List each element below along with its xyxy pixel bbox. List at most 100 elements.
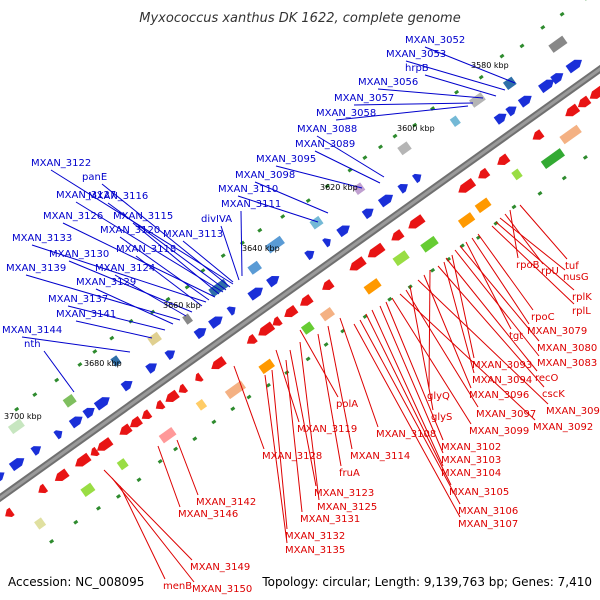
feature-block-rect [284, 370, 290, 375]
reverse-gene-label: rplK [572, 292, 592, 303]
forward-leader-line [182, 240, 234, 283]
feature-block [157, 459, 163, 464]
reverse-gene-label: MXAN_3149 [190, 562, 250, 573]
reverse-gene-label: glyQ [427, 391, 450, 402]
forward-gene-arrow [0, 472, 5, 483]
tick-label: 3660 kbp [163, 301, 201, 310]
reverse-arrow-shape [38, 483, 49, 494]
forward-leader-line [424, 46, 516, 84]
tick-label: 3680 kbp [84, 359, 122, 368]
reverse-gene-arrow [391, 229, 405, 241]
feature-block [158, 427, 177, 444]
forward-gene-label: MXAN_3113 [163, 229, 223, 240]
forward-arrow-shape [517, 95, 532, 108]
forward-leader-line [220, 225, 240, 281]
forward-gene-arrow [565, 59, 582, 74]
feature-block-rect [300, 321, 315, 335]
feature-block [559, 124, 582, 145]
forward-gene-arrow [208, 316, 223, 329]
feature-block [195, 398, 208, 411]
reverse-arrow-shape [589, 84, 600, 99]
forward-gene-label: MXAN_3053 [386, 49, 446, 60]
forward-arrow-shape [397, 183, 408, 194]
reverse-gene-arrow [478, 167, 491, 179]
reverse-leader-line [157, 445, 181, 508]
feature-block [77, 362, 83, 367]
feature-block-rect [561, 175, 567, 181]
reverse-arrow-shape [246, 333, 258, 344]
feature-block-rect [559, 124, 582, 145]
reverse-gene-label: rplL [572, 306, 591, 317]
feature-block-rect [49, 539, 55, 544]
forward-gene-label: MXAN_3110 [218, 184, 278, 195]
feature-block [116, 494, 121, 499]
forward-arrow-shape [538, 79, 555, 94]
feature-block [430, 267, 436, 273]
feature-track [0, 0, 600, 544]
forward-gene-arrow [550, 73, 564, 85]
forward-gene-arrow [493, 113, 507, 125]
feature-block [92, 349, 98, 354]
forward-gene-label: MXAN_3057 [334, 93, 394, 104]
reverse-leader-line [445, 257, 538, 372]
feature-block [265, 235, 285, 254]
reverse-gene-label: polA [336, 399, 358, 410]
reverse-gene-label: MXAN_3092 [533, 422, 593, 433]
forward-gene-label: MXAN_3127 [56, 190, 116, 201]
reverse-arrow-shape [165, 389, 180, 402]
reverse-arrow-shape [532, 129, 545, 140]
feature-block [537, 191, 543, 196]
reverse-leader-line [471, 237, 530, 325]
feature-block [540, 148, 565, 170]
forward-arrow-shape [120, 380, 133, 392]
forward-gene-arrow [68, 416, 83, 429]
reverse-leader-line [379, 305, 444, 454]
forward-gene-label: MXAN_3144 [2, 325, 62, 336]
reverse-leader-line [289, 349, 317, 487]
feature-block [540, 25, 546, 30]
forward-gene-label: divIVA [201, 214, 232, 225]
reverse-gene-arrow [577, 95, 592, 108]
forward-gene-label: MXAN_3115 [113, 211, 173, 222]
forward-leader-line [43, 350, 75, 393]
forward-gene-arrow [145, 363, 157, 374]
forward-leader-line [132, 222, 220, 295]
reverse-arrow-shape [96, 437, 114, 451]
feature-block [208, 278, 229, 298]
forward-arrow-shape [208, 316, 223, 329]
tick-label: 3620 kbp [320, 183, 358, 192]
reverse-arrow-shape [349, 256, 367, 271]
forward-leader-line [68, 260, 193, 313]
tick-label: 3640 kbp [242, 244, 280, 253]
forward-arrow-shape [550, 73, 564, 85]
feature-block-rect [540, 148, 565, 170]
feature-block-rect [14, 406, 20, 412]
forward-leader-line [254, 181, 329, 214]
reverse-arrow-shape [5, 507, 15, 517]
reverse-leader-line [299, 341, 320, 501]
feature-block-rect [211, 419, 217, 425]
feature-block-rect [265, 235, 285, 254]
feature-block [387, 296, 393, 302]
forward-gene-label: panE [82, 172, 107, 183]
reverse-leader-line [385, 301, 444, 441]
reverse-gene-label: MXAN_3094 [472, 375, 532, 386]
reverse-gene-arrow [589, 84, 600, 99]
feature-block [378, 144, 383, 150]
reverse-gene-arrow [90, 446, 100, 457]
forward-leader-line [316, 135, 385, 178]
reverse-leader-line [371, 309, 444, 467]
feature-block-rect [499, 53, 505, 59]
reverse-gene-label: MXAN_3131 [300, 514, 360, 525]
reverse-leader-line [499, 217, 566, 271]
forward-gene-arrow [411, 173, 422, 184]
feature-block [582, 155, 588, 160]
feature-block [493, 220, 499, 226]
reverse-gene-label: MXAN_3142 [196, 497, 256, 508]
forward-leader-line [237, 195, 319, 223]
feature-block-rect [220, 253, 226, 258]
reverse-gene-label: fruA [339, 468, 360, 479]
reverse-gene-label: MXAN_3080 [537, 343, 597, 354]
reverse-leader-line [491, 225, 575, 305]
